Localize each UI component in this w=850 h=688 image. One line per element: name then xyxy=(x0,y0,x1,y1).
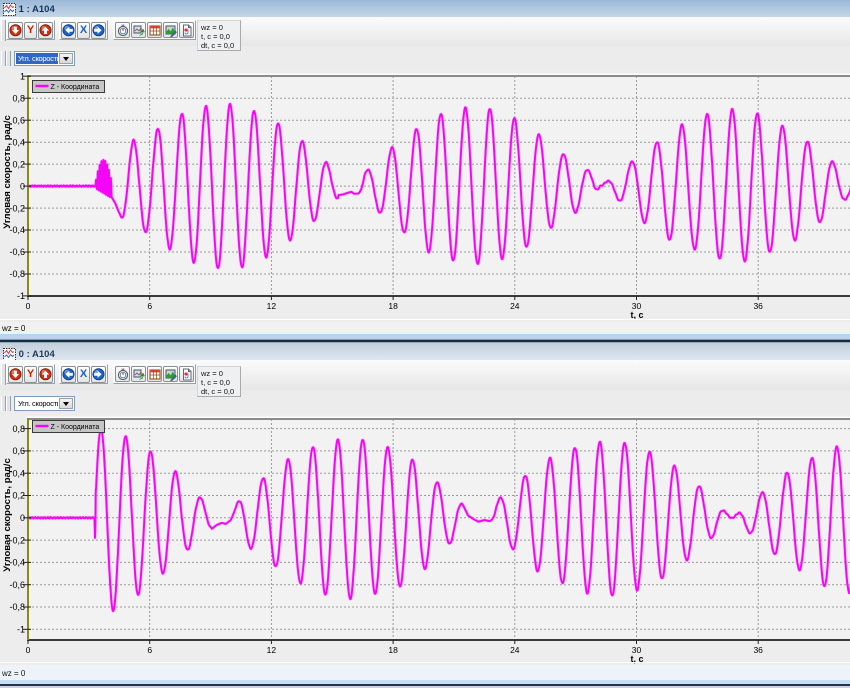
svg-text:0,6: 0,6 xyxy=(12,446,25,456)
svg-text:18: 18 xyxy=(388,301,398,311)
svg-text:36: 36 xyxy=(753,301,763,311)
svg-text:12: 12 xyxy=(267,645,277,655)
svg-text:-1: -1 xyxy=(17,625,25,635)
svg-text:24: 24 xyxy=(510,645,520,655)
svg-text:18: 18 xyxy=(388,645,398,655)
svg-text:0: 0 xyxy=(26,645,31,655)
svg-text:-0,8: -0,8 xyxy=(9,269,25,279)
svg-text:0: 0 xyxy=(20,181,25,191)
svg-text:-0,2: -0,2 xyxy=(9,535,25,545)
svg-text:t, c: t, c xyxy=(630,654,643,664)
svg-text:Угловая скорость, рад/с: Угловая скорость, рад/с xyxy=(2,458,13,571)
svg-text:30: 30 xyxy=(632,301,642,311)
svg-text:-0,6: -0,6 xyxy=(9,247,25,257)
svg-text:0,2: 0,2 xyxy=(12,159,25,169)
svg-text:24: 24 xyxy=(510,301,520,311)
svg-text:t, c: t, c xyxy=(630,310,643,319)
svg-text:-0,2: -0,2 xyxy=(9,203,25,213)
svg-text:-0,4: -0,4 xyxy=(9,558,25,568)
svg-text:30: 30 xyxy=(632,645,642,655)
svg-text:12: 12 xyxy=(267,301,277,311)
svg-text:-0,8: -0,8 xyxy=(9,602,25,612)
svg-text:Z - Координата: Z - Координата xyxy=(51,424,100,431)
svg-text:0,6: 0,6 xyxy=(12,115,25,125)
svg-text:0,8: 0,8 xyxy=(12,93,25,103)
svg-text:36: 36 xyxy=(753,645,763,655)
svg-text:0,4: 0,4 xyxy=(12,468,25,478)
svg-text:Z - Координата: Z - Координата xyxy=(51,84,100,91)
svg-text:0: 0 xyxy=(20,513,25,523)
svg-text:0,8: 0,8 xyxy=(12,424,25,434)
svg-text:0,4: 0,4 xyxy=(12,137,25,147)
svg-text:0,2: 0,2 xyxy=(12,491,25,501)
svg-text:-1: -1 xyxy=(17,291,25,301)
svg-text:0: 0 xyxy=(26,301,31,311)
svg-text:-0,6: -0,6 xyxy=(9,580,25,590)
svg-text:6: 6 xyxy=(147,301,152,311)
svg-text:6: 6 xyxy=(147,645,152,655)
svg-text:-0,4: -0,4 xyxy=(9,225,25,235)
svg-text:Угловая скорость, рад/с: Угловая скорость, рад/с xyxy=(2,115,13,228)
svg-text:1: 1 xyxy=(20,72,25,82)
